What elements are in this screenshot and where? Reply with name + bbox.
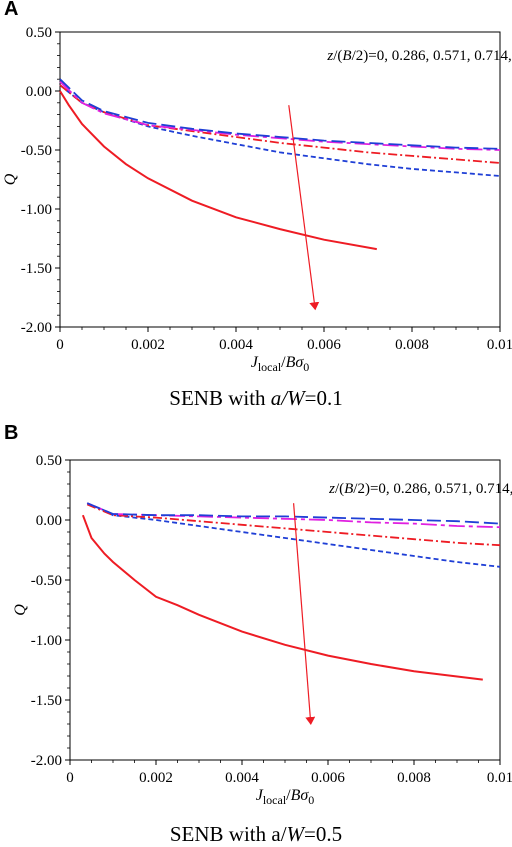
y-tick-label: -0.50 bbox=[21, 143, 52, 159]
series-line-1 bbox=[86, 502, 501, 568]
annotation: z/(B/2)=0, 0.286, 0.571, 0.714, 1 bbox=[326, 48, 512, 64]
y-tick-label: 0.00 bbox=[26, 84, 52, 100]
series-line-0 bbox=[81, 514, 483, 681]
y-tick-label: -1.00 bbox=[21, 202, 52, 218]
caption-a-var: a/W bbox=[270, 386, 305, 410]
y-tick-label: -0.50 bbox=[31, 573, 62, 589]
x-tick-label: 0.004 bbox=[225, 770, 259, 786]
series-line-2 bbox=[86, 503, 501, 547]
caption-a: SENB with a/W=0.1 bbox=[0, 386, 512, 411]
trend-arrow bbox=[293, 503, 316, 725]
x-tick-label: 0.002 bbox=[139, 770, 173, 786]
x-axis-label: Jlocal/Bσ0 bbox=[251, 354, 310, 374]
series-line-4 bbox=[59, 78, 501, 150]
chart-panel-a: A 0.50 0.00 -0.50 -1.00 -1.50 -2.00 0 0.002 0.00… bbox=[0, 0, 512, 411]
y-tick-label: -2.00 bbox=[31, 753, 62, 769]
series-line-0 bbox=[59, 90, 377, 251]
y-tick-label: -1.00 bbox=[31, 633, 62, 649]
plot-frame bbox=[59, 31, 501, 328]
annotation: z/(B/2)=0, 0.286, 0.571, 0.714, 1 bbox=[328, 481, 512, 497]
y-tick-label: 0.50 bbox=[26, 25, 52, 41]
trend-arrow bbox=[288, 105, 320, 311]
x-tick-label: 0.008 bbox=[395, 337, 429, 353]
caption-b-prefix: SENB with a/ bbox=[169, 822, 287, 846]
y-axis-label: Q bbox=[2, 173, 19, 185]
panel-label-a: A bbox=[4, 0, 19, 20]
x-tick-label: 0.006 bbox=[311, 770, 345, 786]
caption-a-value: =0.1 bbox=[304, 386, 343, 410]
x-tick-label: 0.01 bbox=[487, 770, 512, 786]
chart-a-svg: 0.50 0.00 -0.50 -1.00 -1.50 -2.000 0.002 0.004 0… bbox=[2, 25, 512, 374]
y-tick-label: -1.50 bbox=[21, 261, 52, 277]
y-tick-label: 0.00 bbox=[36, 513, 62, 529]
series-line-3 bbox=[59, 80, 501, 151]
caption-b-value: =0.5 bbox=[304, 822, 343, 846]
y-tick-label: -2.00 bbox=[21, 320, 52, 336]
y-axis-label: Q bbox=[12, 604, 29, 616]
plot-frame bbox=[69, 459, 501, 761]
caption-a-prefix: SENB with bbox=[169, 386, 271, 410]
chart-panel-b: B 0.50 0.00 -0.50 -1.00 -1.50 -2.00 0 0.002 0.00… bbox=[0, 422, 512, 847]
x-tick-label: 0 bbox=[56, 337, 64, 353]
caption-b: SENB with a/W=0.5 bbox=[0, 822, 512, 847]
series-line-3 bbox=[86, 502, 501, 529]
series-line-1 bbox=[59, 84, 501, 177]
panel-label-b: B bbox=[4, 422, 19, 444]
x-tick-label: 0.006 bbox=[307, 337, 341, 353]
chart-b-svg: 0.50 0.00 -0.50 -1.00 -1.50 -2.000 0.002 0.004 0… bbox=[12, 453, 512, 807]
x-tick-label: 0.01 bbox=[487, 337, 512, 353]
caption-b-var: W bbox=[286, 822, 305, 846]
x-axis-label: Jlocal/Bσ0 bbox=[256, 787, 315, 807]
y-tick-label: 0.50 bbox=[36, 453, 62, 469]
y-tick-label: -1.50 bbox=[31, 693, 62, 709]
x-tick-label: 0 bbox=[66, 770, 74, 786]
x-tick-label: 0.008 bbox=[397, 770, 431, 786]
x-tick-label: 0.002 bbox=[131, 337, 165, 353]
series-line-4 bbox=[86, 502, 501, 525]
series-line-2 bbox=[59, 84, 501, 164]
x-tick-label: 0.004 bbox=[219, 337, 253, 353]
